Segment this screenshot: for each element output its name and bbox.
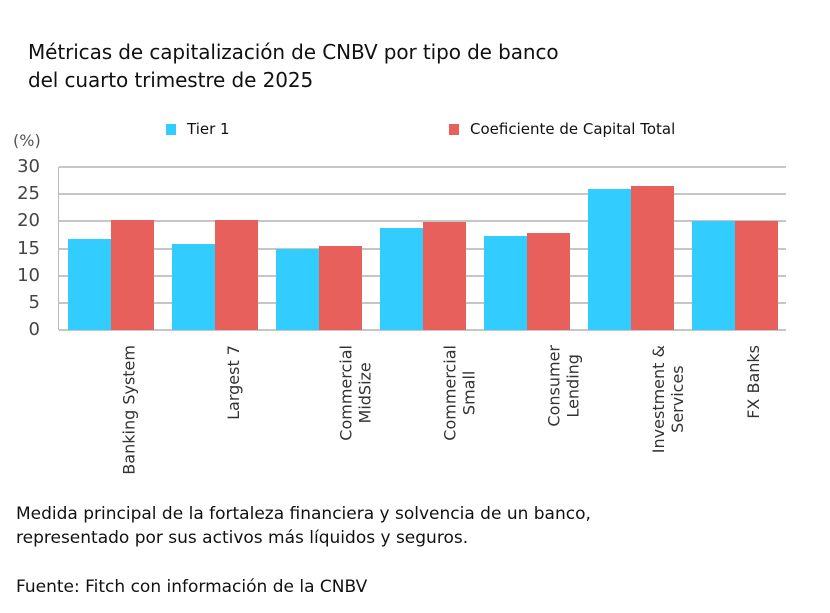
bar-tier-1 <box>588 189 631 330</box>
chart-title-line-1: Métricas de capitalización de CNBV por t… <box>28 40 559 64</box>
bar-capital-total <box>111 220 154 330</box>
legend-item-tier-1: Tier 1 <box>166 119 230 139</box>
x-tick-label-line-2: Services <box>668 365 687 433</box>
footnote: Medida principal de la fortaleza financi… <box>16 502 591 550</box>
y-tick-label: 10 <box>17 264 40 286</box>
bar-tier-1 <box>172 244 215 330</box>
gridline <box>59 193 786 196</box>
bar-capital-total <box>631 186 674 330</box>
x-tick-label-line-1: Commercial <box>441 345 460 441</box>
bar-tier-1 <box>276 248 319 330</box>
x-tick-label-line-2: MidSize <box>356 362 375 424</box>
x-tick-label-line-1: Banking System <box>119 345 139 475</box>
bar-capital-total <box>527 232 570 330</box>
y-tick-label: 30 <box>17 156 40 177</box>
source-note: Fuente: Fitch con información de la CNBV <box>16 577 368 597</box>
x-tick-label-line-1: FX Banks <box>743 345 763 419</box>
gridline <box>59 166 786 168</box>
x-tick-label-line-2: Small <box>460 370 479 416</box>
gridline <box>59 220 786 223</box>
plot-area <box>58 166 786 331</box>
y-axis-unit: (%) <box>13 131 41 150</box>
bar-capital-total <box>215 219 258 330</box>
y-tick-label: 25 <box>17 183 40 205</box>
x-tick-label-line-1: Commercial <box>337 345 356 441</box>
bar-tier-1 <box>380 228 423 330</box>
x-tick-label-line-1: Largest 7 <box>223 345 243 420</box>
x-tick-label-line-2: Lending <box>564 354 583 418</box>
legend-label-capital-total: Coeficiente de Capital Total <box>470 120 676 138</box>
gridline <box>59 329 786 331</box>
chart-title-line-2: del cuarto trimestre de 2025 <box>28 68 314 92</box>
y-tick-label: 15 <box>17 237 40 259</box>
x-tick-label-line-1: Consumer <box>545 345 564 427</box>
y-tick-label: 20 <box>17 210 40 232</box>
chart-title: Métricas de capitalización de CNBV por t… <box>28 38 559 94</box>
legend-label-tier-1: Tier 1 <box>187 120 230 138</box>
bar-tier-1 <box>484 236 527 330</box>
bar-tier-1 <box>692 221 735 330</box>
bar-capital-total <box>319 246 362 330</box>
footnote-line-2: representado por sus activos más líquido… <box>16 528 469 548</box>
x-tick-label-line-1: Investment & <box>649 345 668 454</box>
legend-swatch-capital-total <box>449 123 459 135</box>
legend-item-capital-total: Coeficiente de Capital Total <box>449 119 675 139</box>
y-tick-label: 5 <box>28 291 40 313</box>
bar-capital-total <box>735 221 778 330</box>
y-tick-label: 0 <box>28 319 40 340</box>
legend-swatch-tier-1 <box>166 123 176 135</box>
footnote-line-1: Medida principal de la fortaleza financi… <box>16 504 591 524</box>
bar-capital-total <box>423 221 466 330</box>
bar-tier-1 <box>68 238 111 330</box>
